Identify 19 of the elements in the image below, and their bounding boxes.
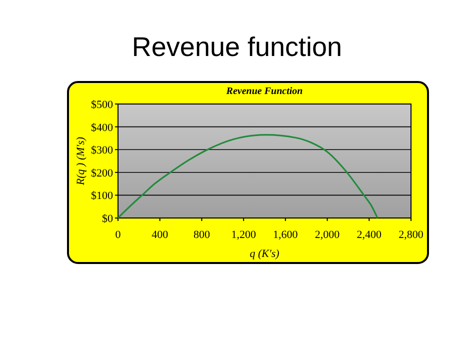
x-tick-label: 1,600 <box>273 229 298 241</box>
x-tick-label: 800 <box>193 229 210 241</box>
y-tick-label: $500 <box>91 99 114 111</box>
y-tick-label: $100 <box>91 190 114 202</box>
x-tick-label: 1,200 <box>231 229 256 241</box>
chart-title: Revenue function <box>132 32 342 62</box>
chart-subtitle: Revenue Function <box>225 86 304 97</box>
x-tick-label: 400 <box>152 229 169 241</box>
y-tick-label: $300 <box>91 144 114 157</box>
x-tick-label: 0 <box>115 229 122 241</box>
x-tick-label: 2,000 <box>314 229 340 241</box>
x-tick-label: 2,400 <box>356 229 382 241</box>
line-series <box>117 134 378 219</box>
x-axis-title: q (K's) <box>250 248 280 260</box>
y-tick-label: $200 <box>91 167 114 180</box>
y-axis-title: R(q ) (M's) <box>75 136 87 186</box>
y-tick-label: $400 <box>91 122 114 134</box>
x-tick-label: 2,800 <box>398 229 424 241</box>
y-tick-label: $0 <box>102 213 114 225</box>
